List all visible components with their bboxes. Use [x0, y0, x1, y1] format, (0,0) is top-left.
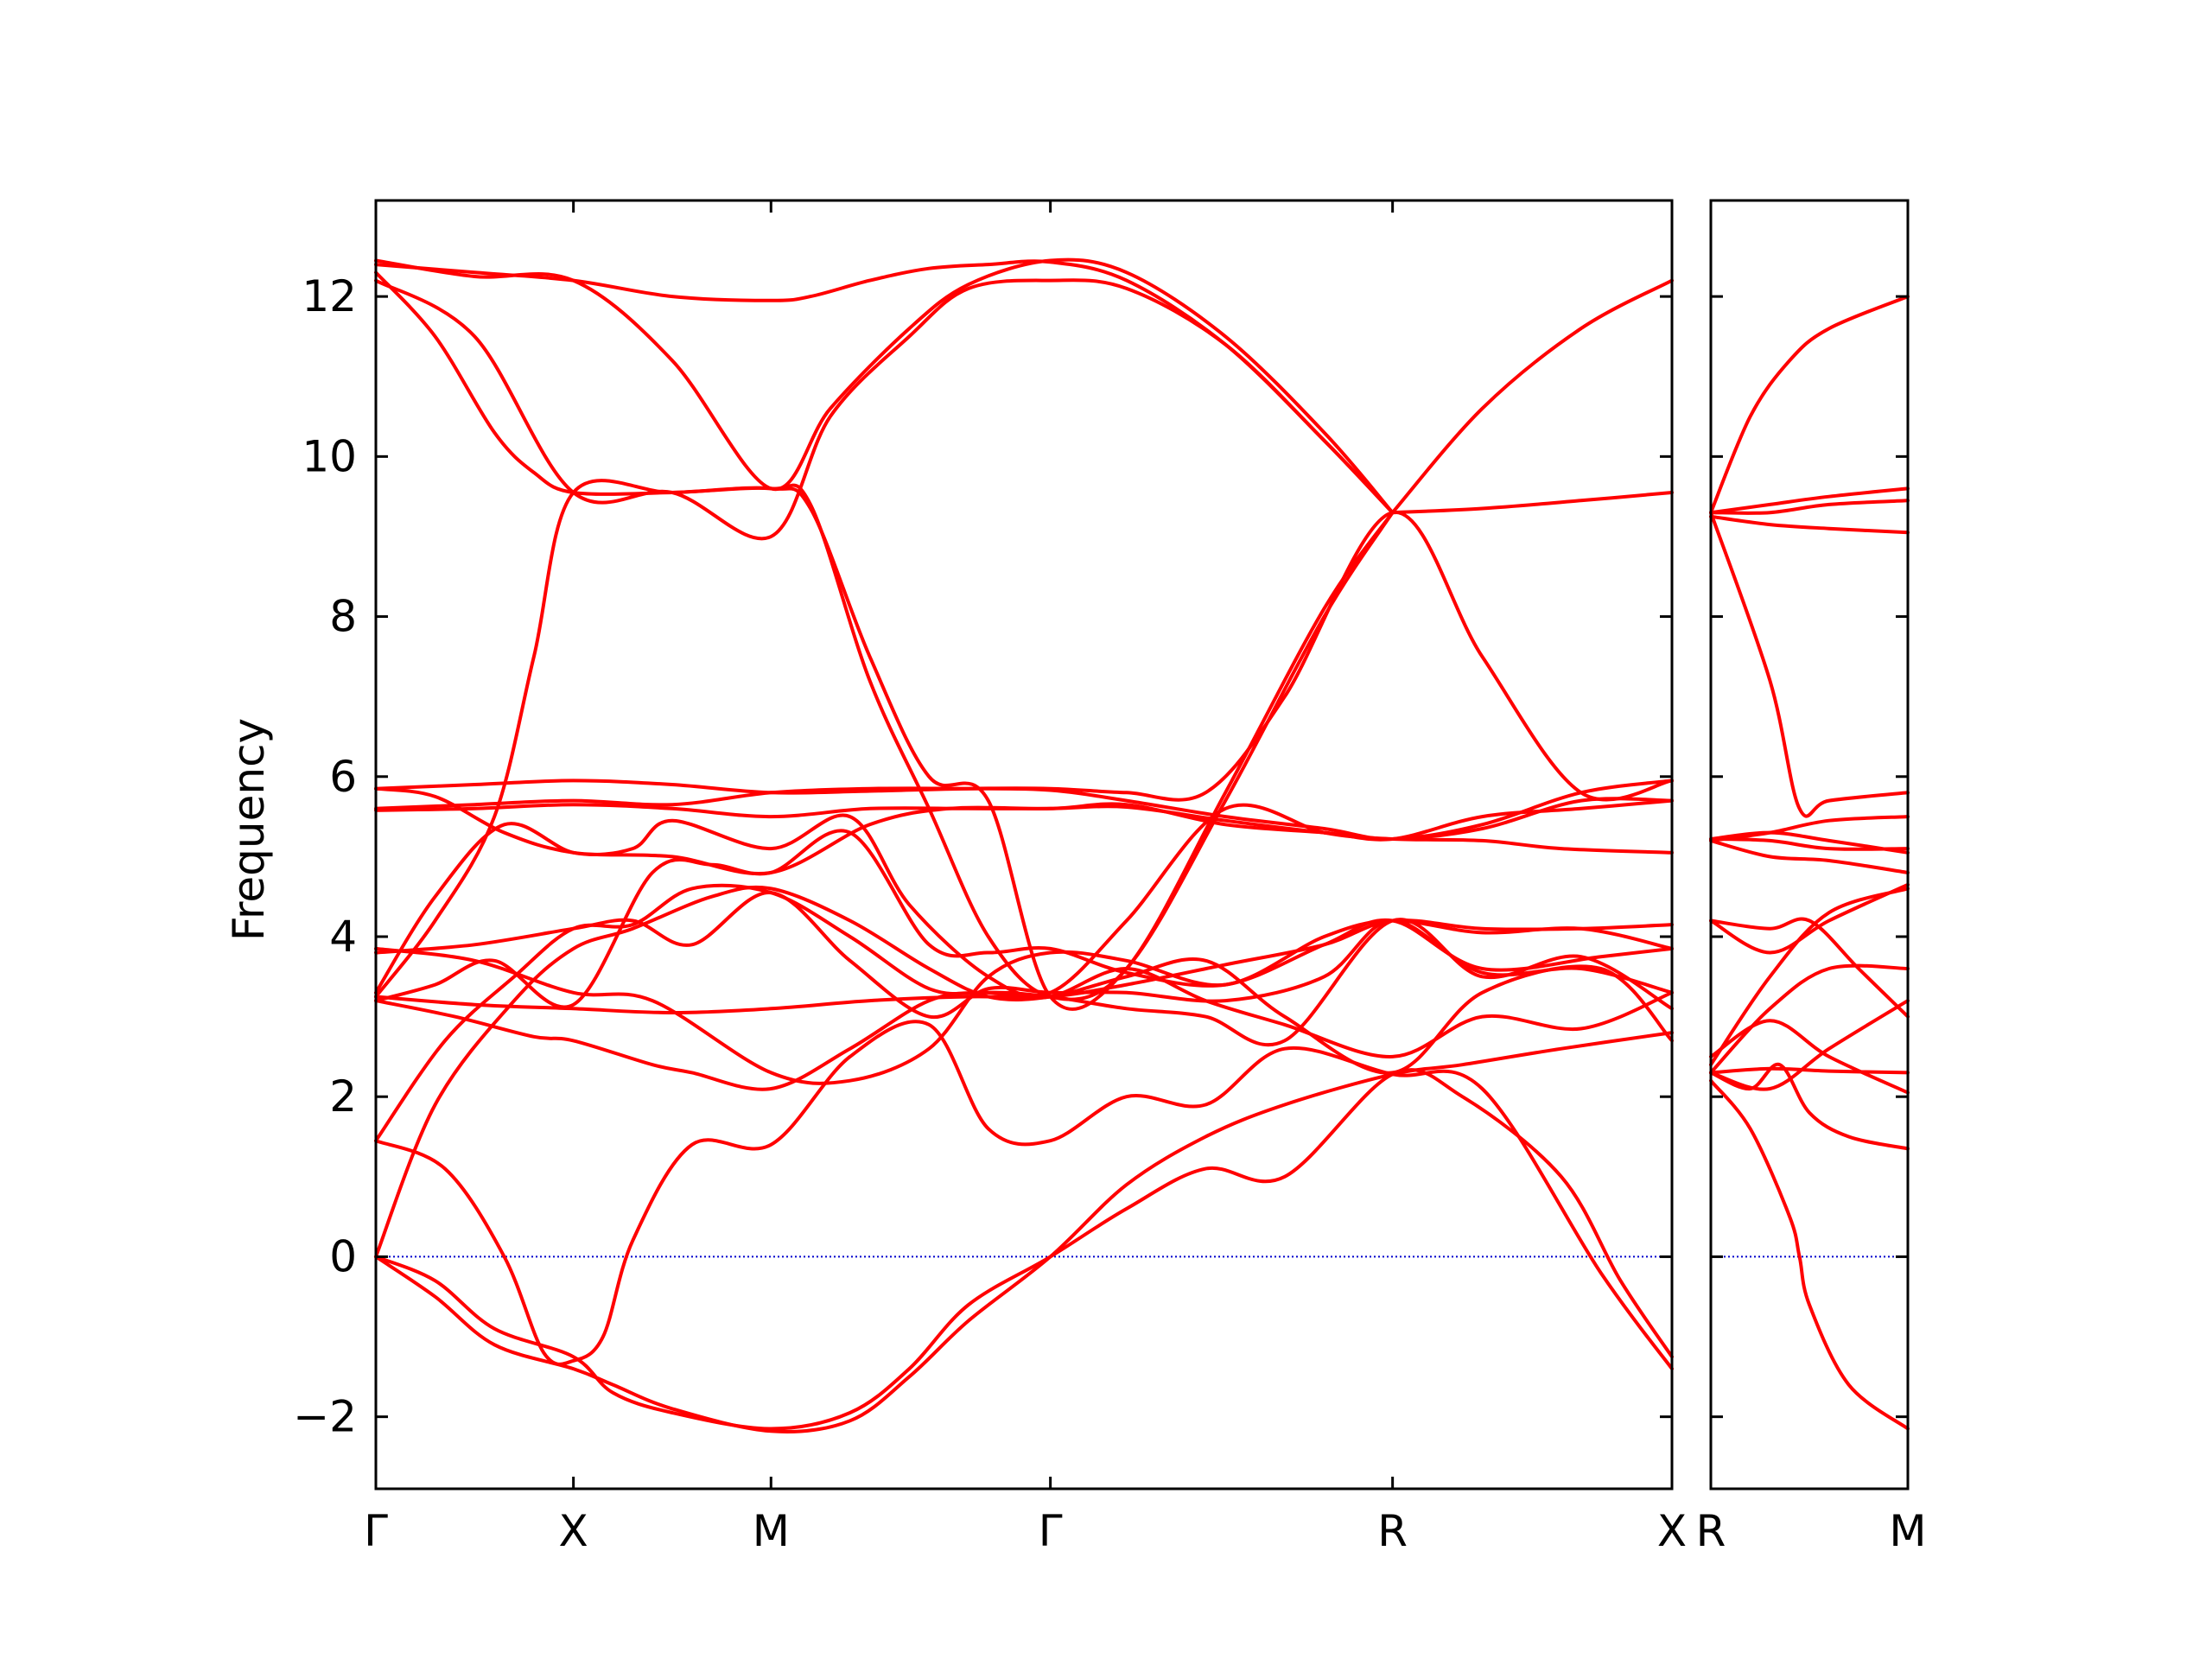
band-line-1-17 — [1709, 514, 1910, 535]
band-line-0-15 — [374, 270, 1395, 1011]
y-tick-label: 2 — [329, 1071, 357, 1122]
band-line-1-9 — [1709, 838, 1910, 874]
y-axis-label: Frequency — [224, 718, 274, 941]
y-tick-label: 10 — [302, 431, 357, 481]
band-line-0-17 — [374, 259, 1395, 515]
band-line-1-5 — [1709, 963, 1910, 1075]
band-line-0-0 — [374, 1031, 1674, 1433]
band-line-1-13 — [1709, 511, 1910, 818]
band-line-1-3 — [1709, 999, 1910, 1091]
band-line-0-7 — [374, 918, 1674, 1085]
band-line-1-14 — [1709, 295, 1910, 515]
y-tick-label: 6 — [329, 752, 357, 802]
band-line-0-5 — [374, 918, 1674, 1091]
x-tick-label: R — [1696, 1506, 1726, 1556]
band-line-0-2 — [374, 1020, 1674, 1371]
band-line-1-8 — [1709, 917, 1910, 1019]
x-tick-label: Γ — [364, 1506, 388, 1556]
x-tick-label: Γ — [1039, 1506, 1063, 1556]
band-line-0-16 — [374, 479, 1395, 1001]
x-tick-label: R — [1377, 1506, 1408, 1556]
x-tick-label: M — [753, 1506, 790, 1556]
band-line-1-2 — [1709, 1066, 1910, 1075]
y-tick-label: 12 — [302, 271, 357, 321]
band-line-1-11 — [1709, 830, 1910, 855]
x-tick-label: M — [1889, 1506, 1926, 1556]
x-tick-label: X — [559, 1506, 588, 1556]
band-line-0-12 — [374, 797, 1674, 842]
plot-frame — [1709, 199, 1910, 1491]
band-line-1-16 — [1709, 499, 1910, 515]
band-line-1-7 — [1709, 887, 1910, 1067]
band-line-1-12 — [1709, 815, 1910, 842]
y-tick-label: 8 — [329, 592, 357, 642]
y-tick-label: 0 — [329, 1231, 357, 1281]
plot-frame — [374, 199, 1674, 1491]
x-tick-label: X — [1657, 1506, 1687, 1556]
band-line-1-1 — [1709, 1062, 1910, 1151]
band-line-0-1 — [374, 1068, 1674, 1431]
y-tick-label: −2 — [293, 1392, 357, 1442]
band-line-1-15 — [1709, 486, 1910, 515]
y-tick-label: 4 — [329, 912, 357, 962]
band-line-1-0 — [1709, 1078, 1910, 1431]
band-line-0-9 — [374, 891, 1674, 1020]
band-line-0-18 — [374, 257, 1395, 515]
band-line-0-21 — [1390, 491, 1674, 515]
band-line-0-14 — [374, 511, 1674, 802]
main-panel: −2 0 2 4 6 8 10 12 Γ X M Γ R X — [293, 199, 1687, 1556]
band-line-0-19 — [374, 278, 1395, 541]
band-line-0-3 — [374, 885, 1674, 1259]
band-line-0-20 — [1390, 278, 1674, 515]
band-line-1-4 — [1709, 1019, 1910, 1095]
